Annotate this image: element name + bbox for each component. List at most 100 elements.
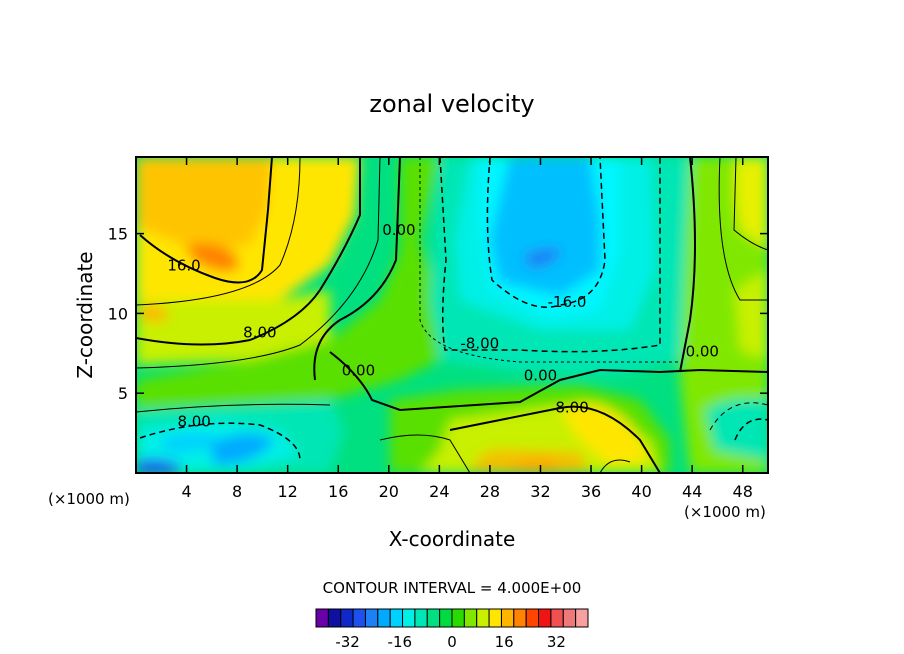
- colorbar-swatch: [402, 608, 416, 628]
- colorbar-swatch: [488, 608, 502, 628]
- colorbar-swatch: [426, 608, 441, 628]
- x-axis: 4 8 12 16 20 24 28 32 36 40 44 48: [181, 157, 753, 501]
- colorbar-tick-label: 16: [495, 633, 514, 651]
- region-positive-12-left: [140, 305, 170, 322]
- x-tick-label: 32: [530, 482, 550, 501]
- contour-thin-b: [136, 157, 381, 369]
- colorbar-swatch: [525, 608, 540, 628]
- contour-thin-d: [718, 157, 768, 301]
- contour-0-mid: [329, 351, 768, 412]
- region-positive-4: [136, 157, 440, 410]
- contour-neg4: [419, 157, 680, 363]
- region-positive-8-right: [735, 270, 768, 360]
- x-axis-label: X-coordinate: [389, 527, 516, 551]
- region-positive-24: [185, 243, 239, 272]
- region-positive-16-lower: [560, 403, 650, 465]
- x-tick-label: 36: [581, 482, 601, 501]
- contour-label: -16.0: [548, 293, 587, 311]
- y-axis-label: Z-coordinate: [73, 251, 97, 378]
- y-axis: 5 10 15: [108, 225, 768, 403]
- colorbar-swatch: [364, 608, 379, 628]
- colorbar-swatch: [377, 608, 391, 628]
- x-tick-label: 48: [733, 482, 753, 501]
- filled-contours: [136, 157, 768, 473]
- colorbar-swatch: [451, 608, 465, 628]
- colorbar-swatch: [463, 608, 478, 628]
- contour-thin-e: [379, 434, 471, 473]
- region-positive-8: [136, 290, 330, 365]
- x-tick-label: 20: [379, 482, 399, 501]
- region-negative-20-lower: [136, 459, 180, 473]
- colorbar-swatch: [439, 608, 453, 628]
- contour-16: [139, 157, 273, 284]
- contour-thin-f: [599, 459, 631, 473]
- plot-area: [136, 157, 768, 473]
- colorbar-ticks: -32 -16 0 16 32: [335, 633, 566, 651]
- contour-neg8: [439, 157, 661, 353]
- contour-neg8-right: [734, 418, 768, 441]
- colorbar-swatch: [575, 608, 589, 628]
- contour-0-upper: [313, 157, 401, 381]
- colorbar-swatch: [513, 608, 527, 628]
- colorbar-tick-label: 0: [447, 633, 457, 651]
- x-tick-label: 16: [328, 482, 348, 501]
- region-positive-4-right: [680, 157, 768, 473]
- contour-label: 8.00: [243, 323, 276, 341]
- colorbar-swatch: [550, 608, 564, 628]
- contour-0-right: [679, 157, 696, 373]
- x-tick-label: 40: [631, 482, 651, 501]
- colorbar-swatch: [315, 608, 329, 628]
- x-tick-label: 44: [682, 482, 702, 501]
- y-tick-label: 5: [118, 384, 128, 403]
- colorbar-swatch: [327, 608, 342, 628]
- contour-8: [136, 157, 361, 346]
- x-unit-left: (×1000 m): [48, 490, 130, 508]
- colorbar-swatch: [476, 608, 490, 628]
- contour-thin-a: [136, 157, 301, 306]
- contour-label: 8.00: [555, 398, 588, 416]
- contour-label: 0.00: [524, 366, 557, 384]
- contour-label: 0.00: [382, 221, 415, 239]
- y-tick-label: 10: [108, 304, 128, 323]
- contour-lines: [136, 157, 768, 473]
- contour-8-lower: [449, 405, 661, 473]
- region-negative-16-lower: [210, 433, 275, 465]
- contour-thin-c: [733, 157, 768, 251]
- region-negative-20: [522, 248, 562, 268]
- colorbar-tick-label: -16: [388, 633, 413, 651]
- contour-label: -8.00: [460, 335, 499, 353]
- x-tick-label: 8: [232, 482, 242, 501]
- region-positive-20: [136, 157, 272, 252]
- contour-labels: 16.0 8.00 8.00 0.00 0.00 -8.00 -16.0 0.00 8.00 0.…: [167, 221, 719, 431]
- colorbar-swatch: [500, 608, 515, 628]
- y-tick-label: 15: [108, 225, 128, 244]
- colorbar-swatch: [352, 608, 366, 628]
- region-positive-12-right: [735, 157, 768, 250]
- region-positive-20-lower: [470, 449, 590, 473]
- colorbar-swatch: [562, 608, 577, 628]
- region-negative-16: [490, 157, 600, 296]
- colorbar-swatch: [389, 608, 404, 628]
- x-tick-label: 24: [429, 482, 449, 501]
- colorbar-tick-label: 32: [547, 633, 566, 651]
- colorbar-swatch: [538, 608, 552, 628]
- contour-0-lower-left: [136, 403, 331, 413]
- colorbar: [315, 608, 589, 628]
- contour-label: 0.00: [342, 362, 375, 380]
- contour-neg8-lower: [139, 422, 301, 461]
- colorbar-swatch: [340, 608, 354, 628]
- region-negative-4-right: [705, 398, 768, 460]
- contour-label: 0.00: [686, 342, 719, 360]
- contour-interval-label: CONTOUR INTERVAL = 4.000E+00: [323, 579, 582, 597]
- x-tick-label: 28: [480, 482, 500, 501]
- colorbar-swatch: [414, 608, 428, 628]
- contour-label: 8.00: [177, 413, 210, 431]
- contour-label: 16.0: [167, 256, 200, 274]
- plot-frame: [135, 156, 769, 474]
- x-unit-right: (×1000 m): [684, 503, 766, 521]
- x-tick-label: 12: [278, 482, 298, 501]
- x-tick-label: 4: [181, 482, 191, 501]
- colorbar-tick-label: -32: [335, 633, 360, 651]
- chart-title: zonal velocity: [369, 90, 534, 118]
